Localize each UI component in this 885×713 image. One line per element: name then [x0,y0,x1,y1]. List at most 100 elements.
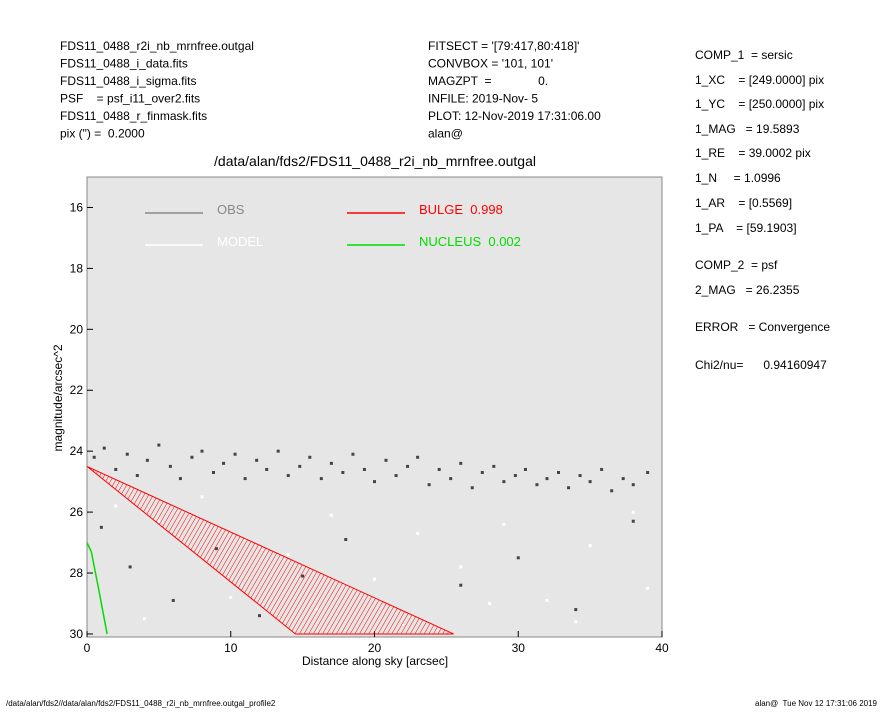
data-point [329,513,333,517]
data-point [125,452,129,456]
header-left-line: pix (") = 0.2000 [60,127,145,141]
data-point [416,531,420,535]
legend-label: BULGE 0.998 [419,202,503,217]
fit-parameter: 1_N = 1.0996 [695,171,781,185]
fit-parameter: 1_YC = [250.0000] pix [695,97,824,111]
header-left-line: FDS11_0488_r_finmask.fits [60,109,207,123]
data-point [610,489,614,493]
y-tick-label: 16 [70,200,84,214]
header-middle-line: CONVBOX = '101, 101' [428,57,553,71]
y-tick-label: 30 [70,627,84,641]
fit-parameter: 1_RE = 39.0002 pix [695,146,811,160]
data-point [362,467,366,471]
data-point [574,608,578,612]
data-point [265,467,269,471]
y-axis-label: magnitude/arcsec^2 [51,344,65,451]
data-point [143,617,146,621]
header-left-line: PSF = psf_i11_over2.fits [60,92,200,106]
data-point [114,467,118,471]
data-point [145,458,149,462]
data-point [545,598,549,602]
footer-left: /data/alan/fds2//data/alan/fds2/FDS11_04… [6,699,276,708]
data-point [102,446,106,450]
fit-parameter: COMP_1 = sersic [695,48,793,62]
data-point [502,480,506,484]
data-point [258,614,261,618]
data-point [621,477,625,481]
x-tick-label: 30 [512,641,526,655]
data-point [344,538,348,542]
header-middle-line: PLOT: 12-Nov-2019 17:31:06.00 [428,109,601,123]
data-point [557,470,560,474]
data-point [513,474,517,478]
data-point [276,449,280,453]
data-point [646,470,650,474]
data-point [128,565,132,569]
data-point [373,577,376,581]
data-point [178,477,182,481]
chart-title: /data/alan/fds2/FDS11_0488_r2i_nb_mrnfre… [214,153,536,169]
data-point [319,477,323,481]
header-middle-line: MAGZPT = 0. [428,74,548,88]
data-point [449,477,453,481]
data-point [631,510,635,514]
data-point [200,495,204,499]
data-point [168,464,172,468]
x-tick-label: 40 [655,641,669,655]
x-tick-label: 10 [224,641,238,655]
data-point [200,449,204,453]
data-point [384,458,388,462]
header-left-line: FDS11_0488_i_data.fits [60,57,188,71]
data-point [516,556,520,560]
data-point [567,486,571,490]
legend-label: MODEL [217,234,263,249]
header-middle-line: FITSECT = '[79:417,80:418]' [428,39,579,53]
fit-parameter: 1_MAG = 19.5893 [695,122,800,136]
data-point [308,455,312,459]
data-point [229,595,233,599]
x-tick-label: 20 [368,641,382,655]
legend-label: OBS [217,202,245,217]
data-point [286,553,290,557]
y-tick-label: 24 [70,444,84,458]
legend-label: NUCLEUS 0.002 [419,234,521,249]
data-point [535,483,539,487]
fit-parameter: 2_MAG = 26.2355 [695,283,800,297]
data-point [135,474,139,478]
data-point [394,474,398,478]
data-point [545,477,549,481]
fit-parameter: 1_XC = [249.0000] pix [695,73,824,87]
nucleus-line [87,542,108,635]
data-point [574,620,578,624]
data-point [646,586,650,590]
data-point [631,519,635,523]
data-point [631,483,635,487]
fit-parameter: 1_PA = [59.1903] [695,221,797,235]
data-point [190,455,194,459]
data-point [171,598,175,602]
data-point [114,504,118,508]
y-tick-label: 22 [70,383,84,397]
header-middle-line: alan@ [428,127,463,141]
x-tick-label: 0 [84,641,91,655]
data-point [255,458,259,462]
data-point [459,583,463,587]
fit-parameter: Chi2/nu= 0.94160947 [695,358,827,372]
data-point [212,470,215,474]
data-point [92,455,96,459]
data-point [459,461,463,465]
fit-parameter: ERROR = Convergence [695,320,830,334]
data-point [416,455,420,459]
data-point [427,483,431,487]
data-point [157,443,161,447]
plot-area [86,176,663,638]
header-middle-line: INFILE: 2019-Nov- 5 [428,92,538,106]
data-point [222,461,226,465]
data-point [243,477,247,481]
data-point [99,525,103,529]
header-left-line: FDS11_0488_i_sigma.fits [60,74,197,88]
fit-parameter: COMP_2 = psf [695,258,778,272]
plot-content [87,443,650,635]
